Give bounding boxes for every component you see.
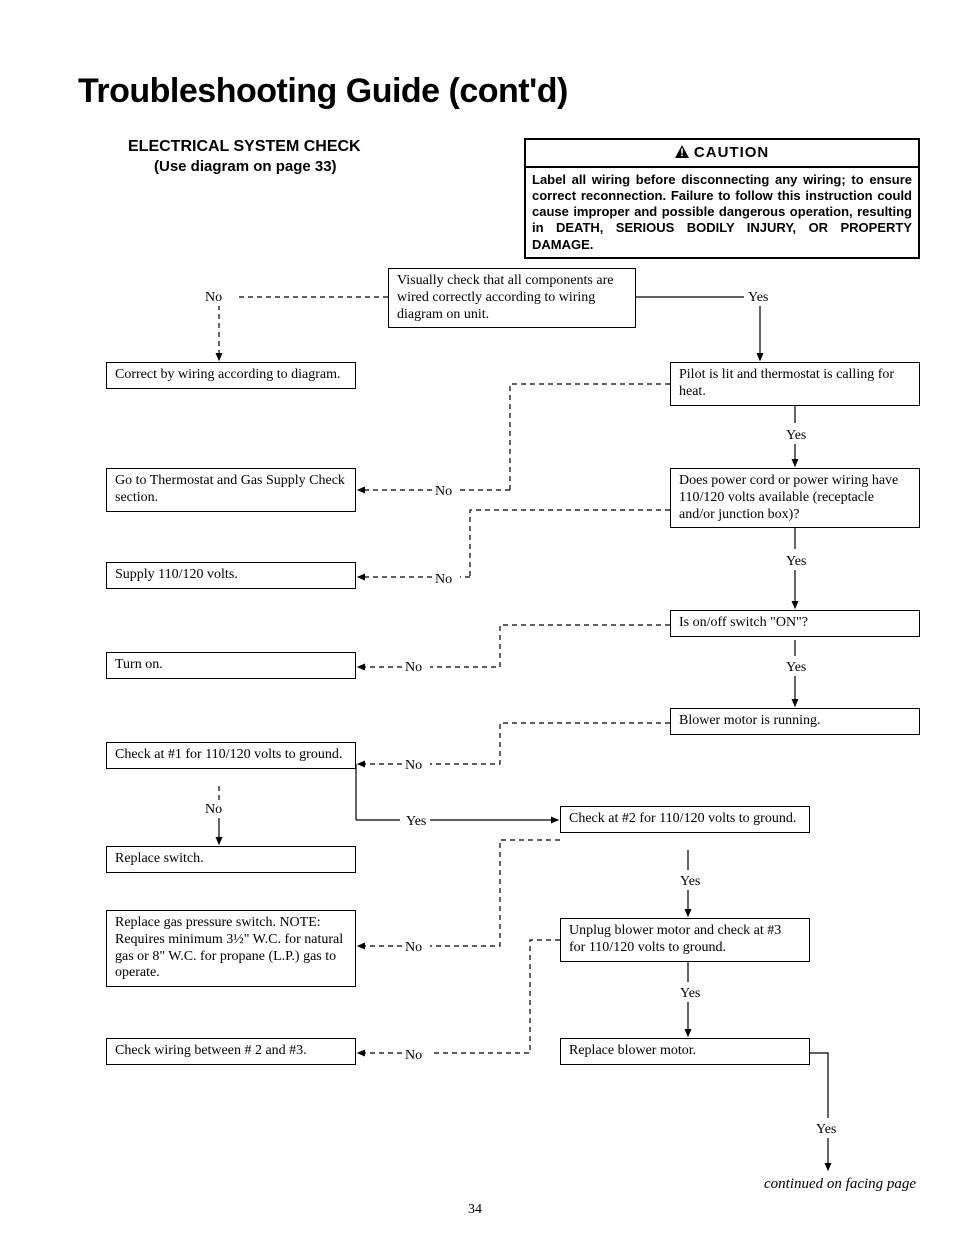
warning-icon xyxy=(675,145,689,162)
caution-heading: CAUTION xyxy=(526,140,918,168)
node-check3: Unplug blower motor and check at #3 for … xyxy=(560,918,810,962)
page-title: Troubleshooting Guide (cont'd) xyxy=(78,72,568,111)
edge-label: Yes xyxy=(406,814,426,830)
node-check1: Check at #1 for 110/120 volts to ground. xyxy=(106,742,356,769)
edge-label: Yes xyxy=(786,660,806,676)
edge-label: No xyxy=(405,1048,422,1064)
edge-label: Yes xyxy=(680,874,700,890)
node-onoff-switch: Is on/off switch "ON"? xyxy=(670,610,920,637)
node-check-wiring-23: Check wiring between # 2 and #3. xyxy=(106,1038,356,1065)
node-replace-gas-switch: Replace gas pressure switch. NOTE: Requi… xyxy=(106,910,356,987)
edge-label: No xyxy=(205,290,222,306)
edge-label: No xyxy=(435,484,452,500)
edge-label: No xyxy=(405,660,422,676)
edge-label: No xyxy=(405,940,422,956)
node-visual-check: Visually check that all components are w… xyxy=(388,268,636,328)
node-blower-running: Blower motor is running. xyxy=(670,708,920,735)
caution-body: Label all wiring before disconnecting an… xyxy=(526,168,918,257)
edge-label: Yes xyxy=(816,1122,836,1138)
footer-note: continued on facing page xyxy=(764,1176,916,1193)
edge-label: No xyxy=(405,758,422,774)
edge-label: Yes xyxy=(786,554,806,570)
caution-box: CAUTION Label all wiring before disconne… xyxy=(524,138,920,259)
caution-heading-text: CAUTION xyxy=(694,144,769,161)
node-goto-thermostat: Go to Thermostat and Gas Supply Check se… xyxy=(106,468,356,512)
section-title: ELECTRICAL SYSTEM CHECK xyxy=(128,138,361,156)
node-check2: Check at #2 for 110/120 volts to ground. xyxy=(560,806,810,833)
node-correct-wiring: Correct by wiring according to diagram. xyxy=(106,362,356,389)
section-subtitle: (Use diagram on page 33) xyxy=(154,158,337,175)
edge-label: Yes xyxy=(680,986,700,1002)
edge-label: No xyxy=(205,802,222,818)
edge-label: No xyxy=(435,572,452,588)
page-number: 34 xyxy=(468,1202,482,1218)
node-turn-on: Turn on. xyxy=(106,652,356,679)
edge-label: Yes xyxy=(786,428,806,444)
node-replace-switch: Replace switch. xyxy=(106,846,356,873)
edge-label: Yes xyxy=(748,290,768,306)
node-pilot-lit: Pilot is lit and thermostat is calling f… xyxy=(670,362,920,406)
node-supply-volts: Supply 110/120 volts. xyxy=(106,562,356,589)
node-replace-blower: Replace blower motor. xyxy=(560,1038,810,1065)
node-power-cord: Does power cord or power wiring have 110… xyxy=(670,468,920,528)
